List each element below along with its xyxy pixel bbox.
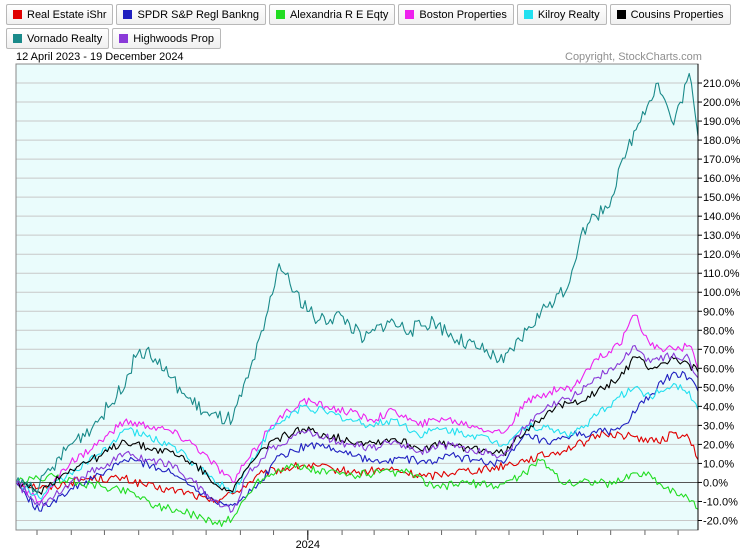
y-tick-label: 120.0% [703, 249, 741, 261]
legend-item[interactable]: Alexandria R E Eqty [268, 4, 396, 25]
legend-label: Highwoods Prop [133, 32, 214, 45]
legend-swatch [13, 34, 22, 43]
y-tick-label: 150.0% [703, 192, 741, 204]
legend-item[interactable]: Vornado Realty [6, 28, 110, 49]
series-line-boston-properties [15, 314, 699, 504]
y-tick-label: 30.0% [703, 420, 734, 432]
legend-label: Real Estate iShr [27, 8, 107, 21]
x-tick-label: 2024 [296, 539, 320, 551]
y-tick-label: 180.0% [703, 135, 741, 147]
y-tick-label: -10.0% [703, 496, 738, 508]
series-line-real-estate-ishr [15, 430, 699, 504]
y-tick-label: 210.0% [703, 78, 741, 90]
y-tick-label: 90.0% [703, 306, 734, 318]
series-line-spdr-s-p-regl-bankng [15, 370, 699, 512]
y-tick-label: 100.0% [703, 287, 741, 299]
y-tick-label: 140.0% [703, 211, 741, 223]
series-line-highwoods-prop [15, 344, 699, 513]
legend-item[interactable]: Kilroy Realty [516, 4, 607, 25]
y-tick-label: 200.0% [703, 97, 741, 109]
y-tick-label: 40.0% [703, 401, 734, 413]
series-line-kilroy-realty [15, 382, 699, 500]
y-tick-label: 0.0% [703, 477, 728, 489]
copyright-notice: Copyright, StockCharts.com [565, 51, 702, 63]
series-line-alexandria-r-e-eqty [15, 458, 699, 527]
y-tick-label: 160.0% [703, 173, 741, 185]
y-tick-label: 80.0% [703, 325, 734, 337]
y-tick-label: 20.0% [703, 439, 734, 451]
y-tick-label: 170.0% [703, 154, 741, 166]
legend-item[interactable]: Highwoods Prop [112, 28, 221, 49]
y-tick-label: 130.0% [703, 230, 741, 242]
y-tick-label: 70.0% [703, 344, 734, 356]
y-tick-label: -20.0% [703, 515, 738, 527]
legend-label: Alexandria R E Eqty [289, 8, 389, 21]
series-line-vornado-realty [15, 72, 699, 494]
legend-swatch [275, 10, 285, 19]
legend-label: SPDR S&P Regl Bankng [137, 8, 259, 21]
y-tick-label: 10.0% [703, 458, 734, 470]
legend-swatch [616, 10, 626, 19]
legend-swatch [13, 10, 22, 19]
legend: Real Estate iShr SPDR S&P Regl Bankng Alex… [6, 4, 746, 49]
legend-label: Boston Properties [419, 8, 507, 21]
legend-item[interactable]: SPDR S&P Regl Bankng [116, 4, 266, 25]
legend-label: Cousins Properties [630, 8, 724, 21]
legend-item[interactable]: Boston Properties [398, 4, 514, 25]
date-range: 12 April 2023 - 19 December 2024 [16, 51, 184, 63]
y-tick-label: 190.0% [703, 116, 741, 128]
y-tick-label: 50.0% [703, 382, 734, 394]
legend-swatch [123, 10, 133, 19]
legend-swatch [523, 10, 533, 19]
legend-label: Kilroy Realty [537, 8, 600, 21]
y-tick-label: 60.0% [703, 363, 734, 375]
legend-swatch [119, 34, 129, 43]
legend-item[interactable]: Cousins Properties [609, 4, 731, 25]
legend-item[interactable]: Real Estate iShr [6, 4, 114, 25]
legend-swatch [405, 10, 415, 19]
y-tick-label: 110.0% [703, 268, 740, 280]
plot-area [16, 64, 698, 530]
legend-label: Vornado Realty [27, 32, 103, 45]
